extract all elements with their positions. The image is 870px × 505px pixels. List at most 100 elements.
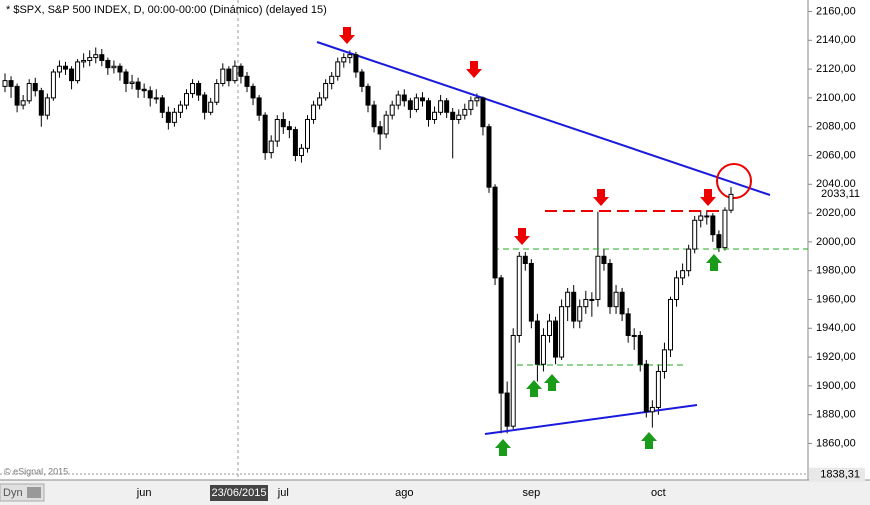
- y-tick-label: 2120,00: [816, 63, 856, 75]
- candle-body: [716, 234, 722, 249]
- candle-body: [129, 81, 135, 85]
- candle-body: [674, 277, 680, 300]
- candle-body: [504, 392, 510, 427]
- candle-body: [69, 68, 75, 82]
- candle-body: [661, 349, 667, 372]
- y-tick-label: 2140,00: [816, 34, 856, 46]
- candle-body: [341, 57, 347, 63]
- y-tick-label: 1860,00: [816, 437, 856, 449]
- up-arrow: [495, 439, 511, 456]
- y-tick-label: 2060,00: [816, 149, 856, 161]
- candle-body: [8, 80, 14, 87]
- candle-body: [75, 61, 81, 82]
- candle-body: [317, 97, 323, 106]
- candle-body: [510, 334, 516, 427]
- candle-body: [522, 255, 528, 264]
- candle-body: [419, 97, 425, 102]
- mode-icon[interactable]: [27, 487, 41, 498]
- x-tick-label: jun: [136, 487, 152, 499]
- candle-body: [534, 320, 540, 365]
- up-arrows: [495, 254, 722, 456]
- candle-body: [474, 97, 480, 102]
- candle-body: [486, 126, 492, 188]
- candle-body: [607, 262, 613, 308]
- candle-body: [305, 119, 310, 149]
- candle-body: [553, 320, 559, 358]
- trend-line: [484, 404, 698, 435]
- candle-body: [190, 83, 196, 95]
- candle-body: [123, 71, 129, 85]
- candle-body: [208, 101, 214, 113]
- y-tick-label: 2080,00: [816, 121, 856, 133]
- price-tag-label: 2033,11: [821, 188, 860, 200]
- crosshair-label-bg: [210, 485, 268, 501]
- candle-body: [728, 193, 734, 211]
- candle-body: [111, 65, 117, 69]
- candle-body: [26, 83, 32, 102]
- chart-title: * $SPX, S&P 500 INDEX, D, 00:00-00:00 (D…: [6, 4, 327, 16]
- up-arrow: [544, 374, 560, 391]
- candle-body: [329, 75, 335, 85]
- y-tick-label: 2020,00: [816, 207, 856, 219]
- candle-body: [498, 277, 504, 394]
- candle-body: [371, 104, 377, 128]
- candle-body: [202, 94, 208, 113]
- candle-body: [571, 291, 577, 322]
- candle-body: [63, 65, 68, 70]
- highlight-circle: [716, 163, 752, 199]
- candle-body: [710, 215, 716, 236]
- up-arrow: [641, 432, 657, 449]
- candle-body: [38, 90, 44, 116]
- candle-body: [528, 262, 534, 322]
- candle-body: [256, 97, 262, 116]
- candle-body: [159, 97, 165, 113]
- down-arrow: [514, 228, 530, 245]
- candle-body: [547, 320, 552, 336]
- candle-body: [87, 57, 93, 61]
- candle-body: [668, 298, 673, 351]
- y-tick-label: 2000,00: [816, 236, 856, 248]
- candle-body: [353, 54, 359, 73]
- y-tick-label: 1900,00: [816, 380, 856, 392]
- down-arrow: [339, 27, 355, 44]
- candle-body: [722, 209, 728, 249]
- candle-body: [577, 306, 583, 322]
- y-tick-label: 1960,00: [816, 293, 856, 305]
- candle-body: [250, 85, 256, 99]
- candle-body: [637, 334, 643, 365]
- up-arrow: [526, 380, 542, 397]
- candle-body: [692, 219, 698, 250]
- candle-body: [196, 83, 202, 96]
- candle-body: [450, 111, 456, 121]
- candle-body: [323, 83, 329, 99]
- crosshair-label: 23/06/2015: [211, 487, 266, 499]
- candle-body: [444, 100, 450, 113]
- candle-body: [232, 65, 238, 82]
- candle-body: [649, 406, 655, 413]
- candle-body: [686, 248, 692, 272]
- candle-body: [680, 270, 686, 279]
- candle-body: [214, 83, 220, 103]
- x-tick-label: ago: [395, 487, 413, 499]
- y-tick-label: 1920,00: [816, 351, 856, 363]
- candle-body: [105, 59, 111, 69]
- price-tag: [809, 467, 865, 482]
- candle-body: [698, 215, 704, 221]
- candle-body: [274, 119, 280, 142]
- candle-body: [268, 140, 274, 154]
- time-axis-bg: [0, 480, 870, 505]
- candle-body: [184, 93, 189, 106]
- candle-body: [589, 298, 595, 301]
- y-tick-label: 1940,00: [816, 322, 856, 334]
- candle-body: [456, 114, 462, 121]
- candle-body: [165, 111, 171, 123]
- candle-body: [99, 54, 105, 61]
- candle-body: [480, 97, 486, 128]
- candle-body: [262, 114, 268, 154]
- candle-body: [2, 80, 8, 87]
- x-tick-label: jul: [277, 487, 289, 499]
- candle-body: [93, 54, 99, 59]
- candle-body: [44, 97, 50, 116]
